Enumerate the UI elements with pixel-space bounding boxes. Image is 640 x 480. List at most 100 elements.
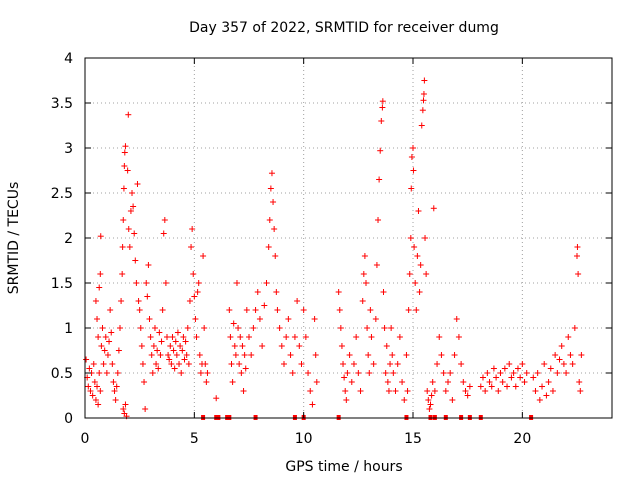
data-point [575, 271, 582, 277]
y-tick-label: 4 [64, 51, 73, 67]
data-point [484, 370, 491, 376]
data-point [164, 334, 171, 340]
data-point [431, 388, 438, 394]
data-point [411, 244, 418, 250]
y-tick-label: 3.5 [51, 96, 73, 112]
data-point [142, 406, 149, 412]
data-point [97, 271, 104, 277]
data-point [159, 307, 166, 313]
plot-frame [84, 57, 613, 419]
data-point [232, 352, 239, 358]
data-point [539, 383, 546, 390]
data-point [114, 370, 121, 376]
data-point [366, 370, 373, 376]
data-point [96, 284, 103, 291]
data-point [177, 343, 184, 349]
data-point [150, 343, 157, 349]
data-point [341, 374, 348, 381]
data-point [578, 352, 585, 358]
data-point [110, 379, 117, 385]
data-point [434, 361, 441, 367]
data-point [508, 374, 515, 381]
data-point [116, 325, 123, 331]
data-point [453, 316, 460, 322]
data-point [404, 388, 411, 394]
data-point [370, 361, 377, 367]
data-point [359, 298, 366, 304]
data-point [337, 325, 344, 331]
data-point [519, 361, 526, 367]
data-point [285, 316, 292, 322]
data-point [119, 271, 126, 277]
data-point [241, 352, 248, 358]
y-tick-label: 3 [64, 141, 73, 157]
data-point [149, 370, 156, 376]
data-point [342, 388, 349, 394]
data-point [274, 307, 281, 313]
data-point [574, 253, 581, 259]
data-point [124, 167, 131, 174]
data-point [425, 397, 432, 403]
data-point [236, 361, 243, 367]
data-point [378, 118, 385, 124]
data-point [240, 388, 247, 394]
data-point [545, 379, 552, 385]
data-point [353, 334, 360, 340]
data-point [213, 395, 220, 402]
data-point [466, 383, 473, 390]
data-point [178, 370, 185, 376]
data-point [565, 334, 572, 340]
data-point [98, 343, 105, 349]
data-point [99, 325, 106, 331]
data-point [193, 334, 200, 340]
data-point [107, 307, 114, 313]
data-point [141, 379, 148, 385]
data-point [97, 388, 104, 394]
data-point [119, 244, 126, 250]
y-tick-label: 1 [64, 321, 73, 337]
data-point [273, 289, 280, 295]
data-point [381, 325, 388, 331]
data-point [106, 338, 113, 345]
data-point [429, 379, 436, 385]
data-point [127, 208, 134, 214]
data-point [512, 383, 519, 390]
y-tick-label: 2 [64, 231, 73, 247]
data-point [348, 379, 355, 385]
data-point [188, 244, 195, 250]
data-point [237, 334, 244, 340]
data-point [135, 298, 142, 304]
data-point [120, 185, 127, 192]
data-point [239, 343, 246, 349]
data-point [180, 334, 187, 340]
data-point [506, 361, 513, 367]
data-point [412, 280, 419, 286]
chart-title: Day 357 of 2022, SRMTID for receiver dum… [189, 20, 499, 36]
data-point [190, 271, 197, 277]
data-point [552, 352, 559, 358]
y-axis-ticks: 0 0.5 1 1.5 2 2.5 3 3.5 4 [51, 51, 612, 427]
data-point [563, 370, 570, 376]
data-point [155, 365, 162, 372]
data-point [166, 356, 173, 363]
data-point [132, 257, 139, 264]
data-point [248, 352, 255, 358]
data-point [569, 361, 576, 367]
data-point [300, 307, 307, 313]
data-point [312, 352, 319, 358]
data-point [148, 352, 155, 358]
data-point [168, 361, 175, 367]
data-point [338, 343, 345, 349]
data-point [549, 388, 556, 394]
data-point [367, 307, 374, 313]
data-point [167, 343, 174, 349]
data-point [350, 361, 357, 367]
data-point [373, 262, 380, 268]
data-point [298, 361, 305, 367]
data-point [495, 388, 502, 394]
data-point [530, 374, 537, 381]
data-point [196, 352, 203, 358]
data-point [576, 379, 583, 385]
data-point [415, 208, 422, 214]
